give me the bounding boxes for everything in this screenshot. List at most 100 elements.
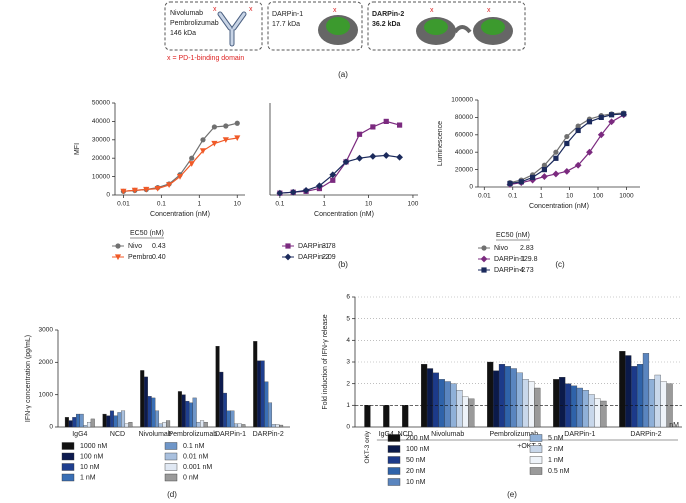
bar: [625, 355, 632, 428]
linker: [453, 25, 472, 34]
legend-label: Nivo: [128, 243, 142, 250]
legend-label: DARPin-2: [494, 267, 525, 274]
point: [597, 131, 605, 139]
y-tick-label: 20000: [455, 166, 473, 173]
legend-swatch: [529, 467, 543, 475]
bar: [553, 379, 560, 428]
point: [564, 133, 570, 140]
legend-swatch: [529, 445, 543, 453]
point: [131, 187, 138, 194]
x-tick-label: IgG4: [379, 431, 394, 438]
bar: [271, 424, 276, 428]
bar: [106, 415, 111, 428]
bar: [128, 421, 133, 428]
legend-marker: [115, 243, 121, 249]
bar: [444, 381, 451, 428]
bar: [117, 412, 122, 428]
point: [234, 120, 240, 126]
legend-marker: [480, 255, 488, 263]
bar: [582, 390, 589, 428]
bar: [402, 405, 409, 428]
x-tick-label: 1000: [619, 193, 634, 200]
y-tick-label: 60000: [455, 132, 473, 139]
panel-a: Nivolumab Pembrolizumab 146 kDa x x DARP…: [164, 1, 526, 62]
point: [276, 189, 284, 197]
bar: [241, 424, 246, 428]
legend-label: DARPin-1: [298, 243, 329, 250]
bar: [648, 379, 655, 428]
legend-swatch: [387, 445, 401, 453]
protein: [481, 19, 505, 35]
curve: [279, 120, 400, 194]
bar: [151, 397, 156, 428]
legend-swatch: [61, 463, 75, 471]
bar: [516, 372, 523, 428]
label: 146 kDa: [170, 30, 196, 37]
bar: [155, 410, 160, 428]
point: [396, 153, 403, 161]
x-tick-label: 10: [234, 201, 242, 208]
x-tick-label: 0.01: [117, 201, 130, 208]
y-tick-label: 40000: [455, 149, 473, 156]
x-tick-label: DARPin-1: [564, 431, 595, 438]
point: [223, 123, 229, 129]
legend-marker: [284, 253, 292, 261]
bar: [600, 400, 607, 428]
point: [518, 179, 524, 185]
point: [541, 167, 547, 173]
x-tick-label: 1: [197, 201, 201, 208]
bar: [468, 398, 475, 428]
bar: [420, 364, 428, 428]
bar: [492, 370, 500, 428]
legend-marker: [114, 254, 122, 261]
legend-marker: [481, 267, 487, 273]
legend-label: DARPin-2: [298, 254, 329, 261]
x-tick-label: Pembrolizumab: [489, 431, 538, 438]
legend-swatch: [61, 442, 75, 450]
legend-value: 4.73: [520, 267, 534, 274]
bar: [188, 402, 193, 428]
point: [598, 114, 604, 120]
legend-value: 0.43: [152, 243, 166, 250]
bar: [383, 405, 390, 428]
x-tick-label: DARPin-1: [215, 431, 246, 438]
legend-value: 129.8: [520, 256, 538, 263]
legend-marker: [481, 245, 487, 251]
y-axis-label: IFN-γ concentration (pg/mL): [25, 335, 32, 422]
legend-label: 200 nM: [406, 435, 430, 442]
box: [267, 1, 363, 51]
x-tick-label: 1: [539, 193, 543, 200]
y-tick-label: 2000: [39, 359, 54, 366]
y-tick-label: 0: [49, 424, 53, 431]
legend-label: 0.5 nM: [548, 468, 570, 475]
legend-label: DARPin-1: [494, 256, 525, 263]
legend-swatch: [164, 442, 178, 450]
bar: [456, 390, 463, 428]
bar: [68, 420, 73, 428]
y-axis-label: Luminescence: [437, 121, 444, 166]
bar: [140, 370, 145, 428]
bar: [109, 410, 114, 428]
point: [575, 123, 581, 129]
point: [369, 152, 377, 160]
x-tick-label: 0.1: [508, 193, 517, 200]
x-tick-label: IgG4: [72, 431, 87, 438]
bar: [438, 379, 445, 428]
y-tick-label: 100000: [451, 97, 473, 104]
binding-mark: x: [487, 7, 491, 14]
point: [211, 140, 218, 147]
bar: [594, 398, 601, 428]
bar: [90, 418, 95, 428]
point: [188, 161, 195, 167]
bar: [219, 371, 224, 428]
bar: [203, 421, 208, 428]
annotation: nM: [669, 422, 679, 429]
bar: [196, 421, 201, 428]
legend-label: Nivo: [494, 245, 508, 252]
bar: [83, 425, 88, 428]
bar: [631, 366, 638, 428]
bar: [121, 410, 126, 428]
antibody: [218, 12, 246, 46]
x-tick-label: 0.1: [157, 201, 166, 208]
